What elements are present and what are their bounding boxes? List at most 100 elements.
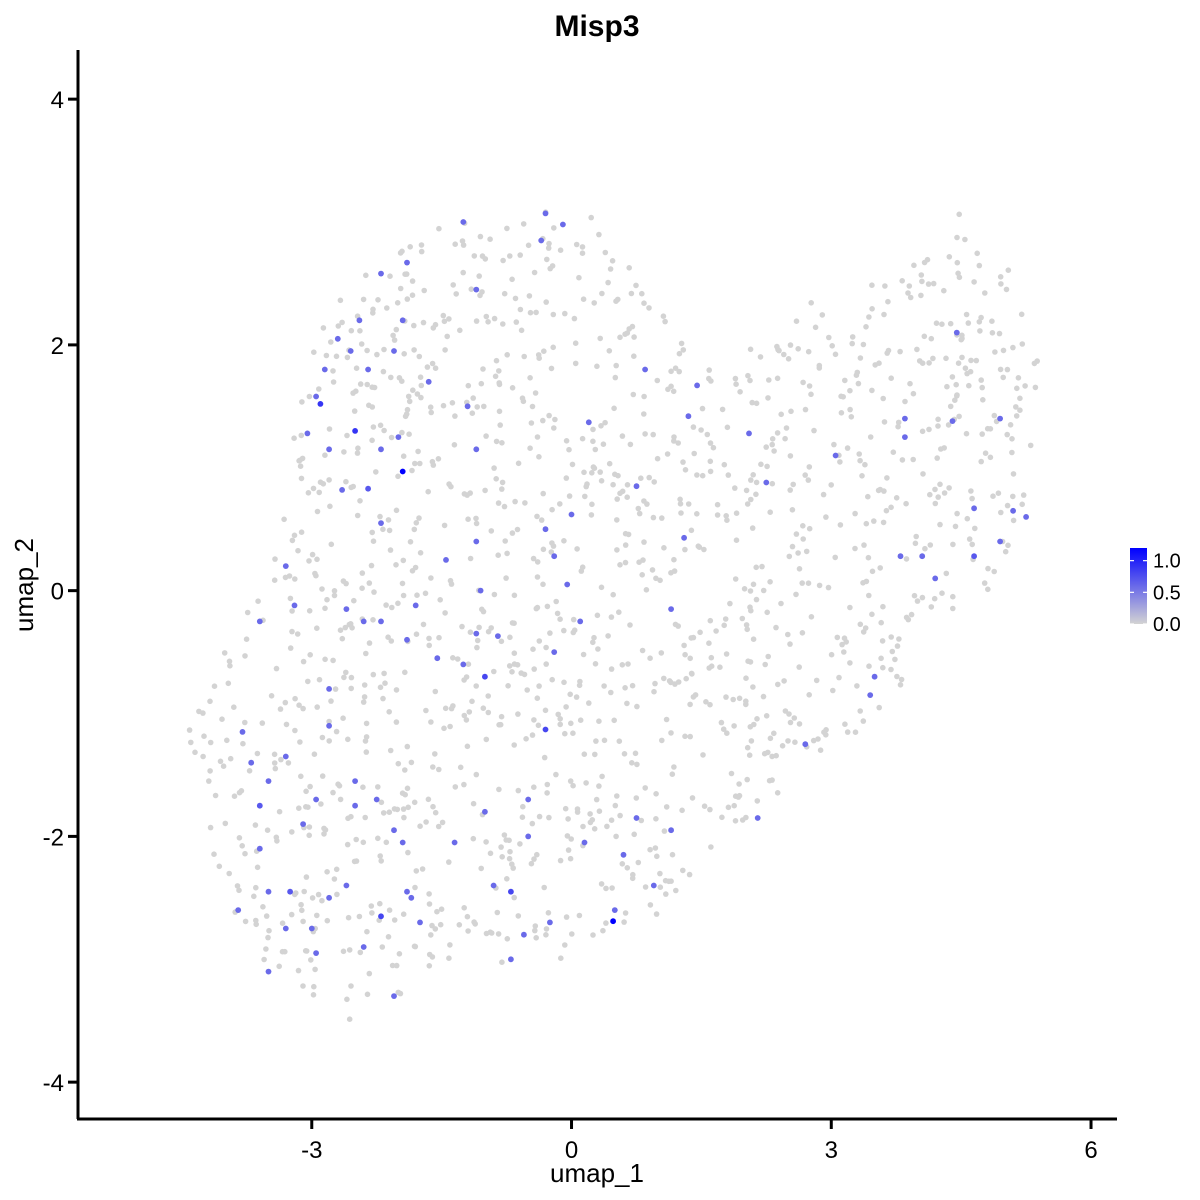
cell-point [979,384,985,391]
cell-point [547,630,553,636]
cell-point [348,813,354,820]
cell-point [357,381,364,387]
cell-point [795,346,801,352]
cell-point [775,681,781,688]
cell-point [796,664,802,670]
cell-point [242,653,248,659]
cell-point [432,926,439,932]
expressing-cell-point [399,468,406,475]
cell-point [836,674,842,681]
cell-point [919,278,925,285]
cell-point [657,577,663,584]
expressing-cell-point [620,851,627,858]
cell-point [345,736,351,743]
cell-point [531,269,538,276]
cell-point [954,510,960,517]
cell-point [544,256,550,263]
cell-point [534,574,541,580]
cell-point [261,956,267,963]
cell-point [584,481,590,487]
cell-point [515,460,522,467]
cell-point [386,907,393,913]
cell-point [347,621,354,627]
cell-point [973,357,980,364]
cell-point [871,518,877,524]
cell-point [654,377,661,384]
cell-point [314,625,320,631]
cell-point [377,684,384,691]
cell-point [653,575,659,582]
cell-point [597,469,603,475]
cell-point [298,432,305,439]
expressing-cell-point [871,673,878,680]
cell-point [619,662,626,668]
expressing-cell-point [932,575,939,582]
expressing-cell-point [235,907,242,913]
cell-point [617,812,623,819]
cell-point [542,707,549,714]
cell-point [319,586,325,592]
cell-point [725,472,732,478]
cell-point [413,868,420,874]
expressing-cell-point [495,633,501,639]
cell-point [639,647,646,654]
cell-point [1019,341,1026,347]
cell-point [950,541,956,548]
cell-point [449,400,456,406]
cell-point [578,568,585,574]
cell-point [312,966,318,973]
cell-point [549,506,555,513]
cell-point [324,917,331,924]
cell-point [878,619,884,626]
cell-point [606,348,613,354]
cell-point [485,319,491,325]
cell-point [562,310,568,317]
cell-point [366,970,373,977]
cell-point [552,416,558,423]
cell-point [882,283,888,289]
cell-point [849,334,856,340]
cell-point [658,650,665,656]
cell-point [328,541,335,548]
cell-point [485,693,492,699]
cell-point [386,709,393,715]
cell-point [689,671,695,677]
cell-point [952,523,959,530]
cell-point [465,928,471,934]
cell-point [364,381,371,388]
expressing-cell-point [949,418,956,424]
cell-point [820,491,827,498]
cell-point [898,676,905,683]
cell-point [914,346,920,353]
cell-point [848,414,855,420]
cell-point [750,636,757,642]
expressing-cell-point [287,888,293,895]
cell-point [253,884,259,891]
cell-point [417,460,423,467]
cell-point [563,704,569,710]
cell-point [401,351,408,357]
cell-point [577,678,583,685]
cell-point [747,346,754,353]
expressing-cell-point [525,796,532,803]
cell-point [753,491,759,498]
cell-point [240,740,246,747]
cell-point [562,942,568,948]
cell-point [862,625,869,631]
cell-point [400,453,407,460]
y-axis-ticks: -4 -2 0 2 4 [43,87,77,1097]
cell-point [570,730,576,736]
cell-point [978,314,984,321]
cell-point [860,341,867,348]
cell-point [465,661,472,667]
cell-point [662,318,668,325]
expressing-cell-point [282,925,289,932]
cell-point [690,694,697,700]
expressing-cell-point [308,925,315,932]
cell-point [631,831,637,838]
cell-point [541,884,547,891]
cell-point [749,399,755,406]
cell-point [653,791,659,797]
cell-point [599,290,605,297]
cell-point [590,438,596,445]
